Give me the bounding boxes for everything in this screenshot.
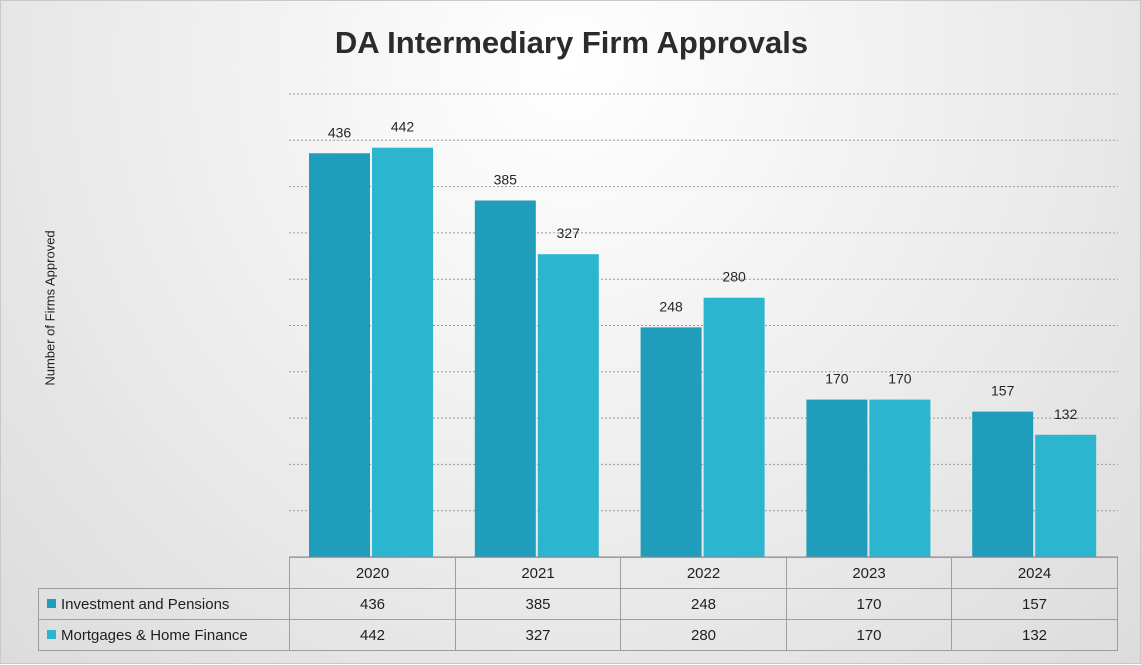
table-cell: 170 xyxy=(786,588,952,620)
series-name: Mortgages & Home Finance xyxy=(61,626,248,644)
data-table-corner xyxy=(38,557,290,589)
data-label: 157 xyxy=(991,383,1015,399)
bar xyxy=(869,399,931,557)
bar xyxy=(309,153,370,557)
bar xyxy=(640,327,702,557)
table-cell: 248 xyxy=(620,588,787,620)
data-table-row: Investment and Pensions 436 385 248 170 … xyxy=(38,588,1118,620)
table-cell: 436 xyxy=(289,588,456,620)
data-label: 170 xyxy=(825,371,849,387)
category-label: 2020 xyxy=(289,557,456,589)
table-cell: 442 xyxy=(289,619,456,651)
data-label: 436 xyxy=(328,124,352,140)
table-cell: 327 xyxy=(455,619,621,651)
table-cell: 385 xyxy=(455,588,621,620)
data-label: 442 xyxy=(391,119,415,135)
series-name-cell: Mortgages & Home Finance xyxy=(38,619,290,651)
category-label: 2022 xyxy=(620,557,787,589)
bar xyxy=(1035,434,1097,557)
category-label: 2021 xyxy=(455,557,621,589)
data-label: 327 xyxy=(557,225,581,241)
data-table-header-row: 2020 2021 2022 2023 2024 xyxy=(38,557,1118,589)
bar xyxy=(972,411,1034,557)
category-label: 2024 xyxy=(951,557,1118,589)
bar xyxy=(474,200,536,558)
bar xyxy=(537,254,599,557)
data-table: 2020 2021 2022 2023 2024 Investment and … xyxy=(38,557,1118,651)
series-name-cell: Investment and Pensions xyxy=(38,588,290,620)
data-table-row: Mortgages & Home Finance 442 327 280 170… xyxy=(38,619,1118,651)
table-cell: 280 xyxy=(620,619,787,651)
table-cell: 132 xyxy=(951,619,1118,651)
data-label: 248 xyxy=(659,298,683,314)
bar xyxy=(806,399,868,557)
bar xyxy=(703,297,765,557)
table-cell: 170 xyxy=(786,619,952,651)
legend-key-series-1 xyxy=(47,598,56,608)
data-label: 280 xyxy=(722,269,746,285)
data-label: 170 xyxy=(888,371,912,387)
series-name: Investment and Pensions xyxy=(61,595,230,613)
chart-title: DA Intermediary Firm Approvals xyxy=(334,25,809,60)
data-label: 132 xyxy=(1054,406,1078,422)
table-cell: 157 xyxy=(951,588,1118,620)
legend-key-series-2 xyxy=(47,629,56,639)
data-label: 385 xyxy=(494,171,518,187)
category-label: 2023 xyxy=(786,557,952,589)
bar xyxy=(372,147,433,557)
